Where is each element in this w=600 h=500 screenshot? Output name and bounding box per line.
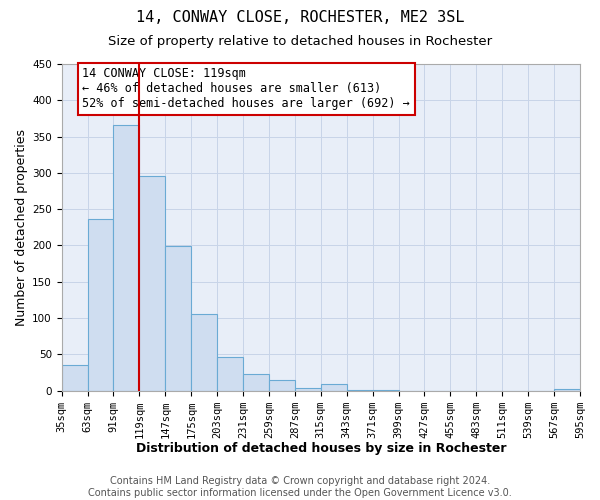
Text: 14, CONWAY CLOSE, ROCHESTER, ME2 3SL: 14, CONWAY CLOSE, ROCHESTER, ME2 3SL: [136, 10, 464, 25]
Bar: [191, 314, 217, 390]
Text: 14 CONWAY CLOSE: 119sqm
← 46% of detached houses are smaller (613)
52% of semi-d: 14 CONWAY CLOSE: 119sqm ← 46% of detache…: [82, 68, 410, 110]
Bar: [139, 176, 166, 390]
Bar: [62, 365, 88, 390]
Bar: [217, 357, 243, 390]
Bar: [113, 125, 139, 390]
Text: Contains HM Land Registry data © Crown copyright and database right 2024.
Contai: Contains HM Land Registry data © Crown c…: [88, 476, 512, 498]
Bar: [88, 220, 113, 390]
Y-axis label: Number of detached properties: Number of detached properties: [15, 129, 28, 326]
Bar: [321, 384, 347, 390]
Text: Size of property relative to detached houses in Rochester: Size of property relative to detached ho…: [108, 35, 492, 48]
X-axis label: Distribution of detached houses by size in Rochester: Distribution of detached houses by size …: [136, 442, 506, 455]
Bar: [269, 380, 295, 390]
Bar: [295, 388, 321, 390]
Bar: [554, 389, 580, 390]
Bar: [166, 246, 191, 390]
Bar: [243, 374, 269, 390]
